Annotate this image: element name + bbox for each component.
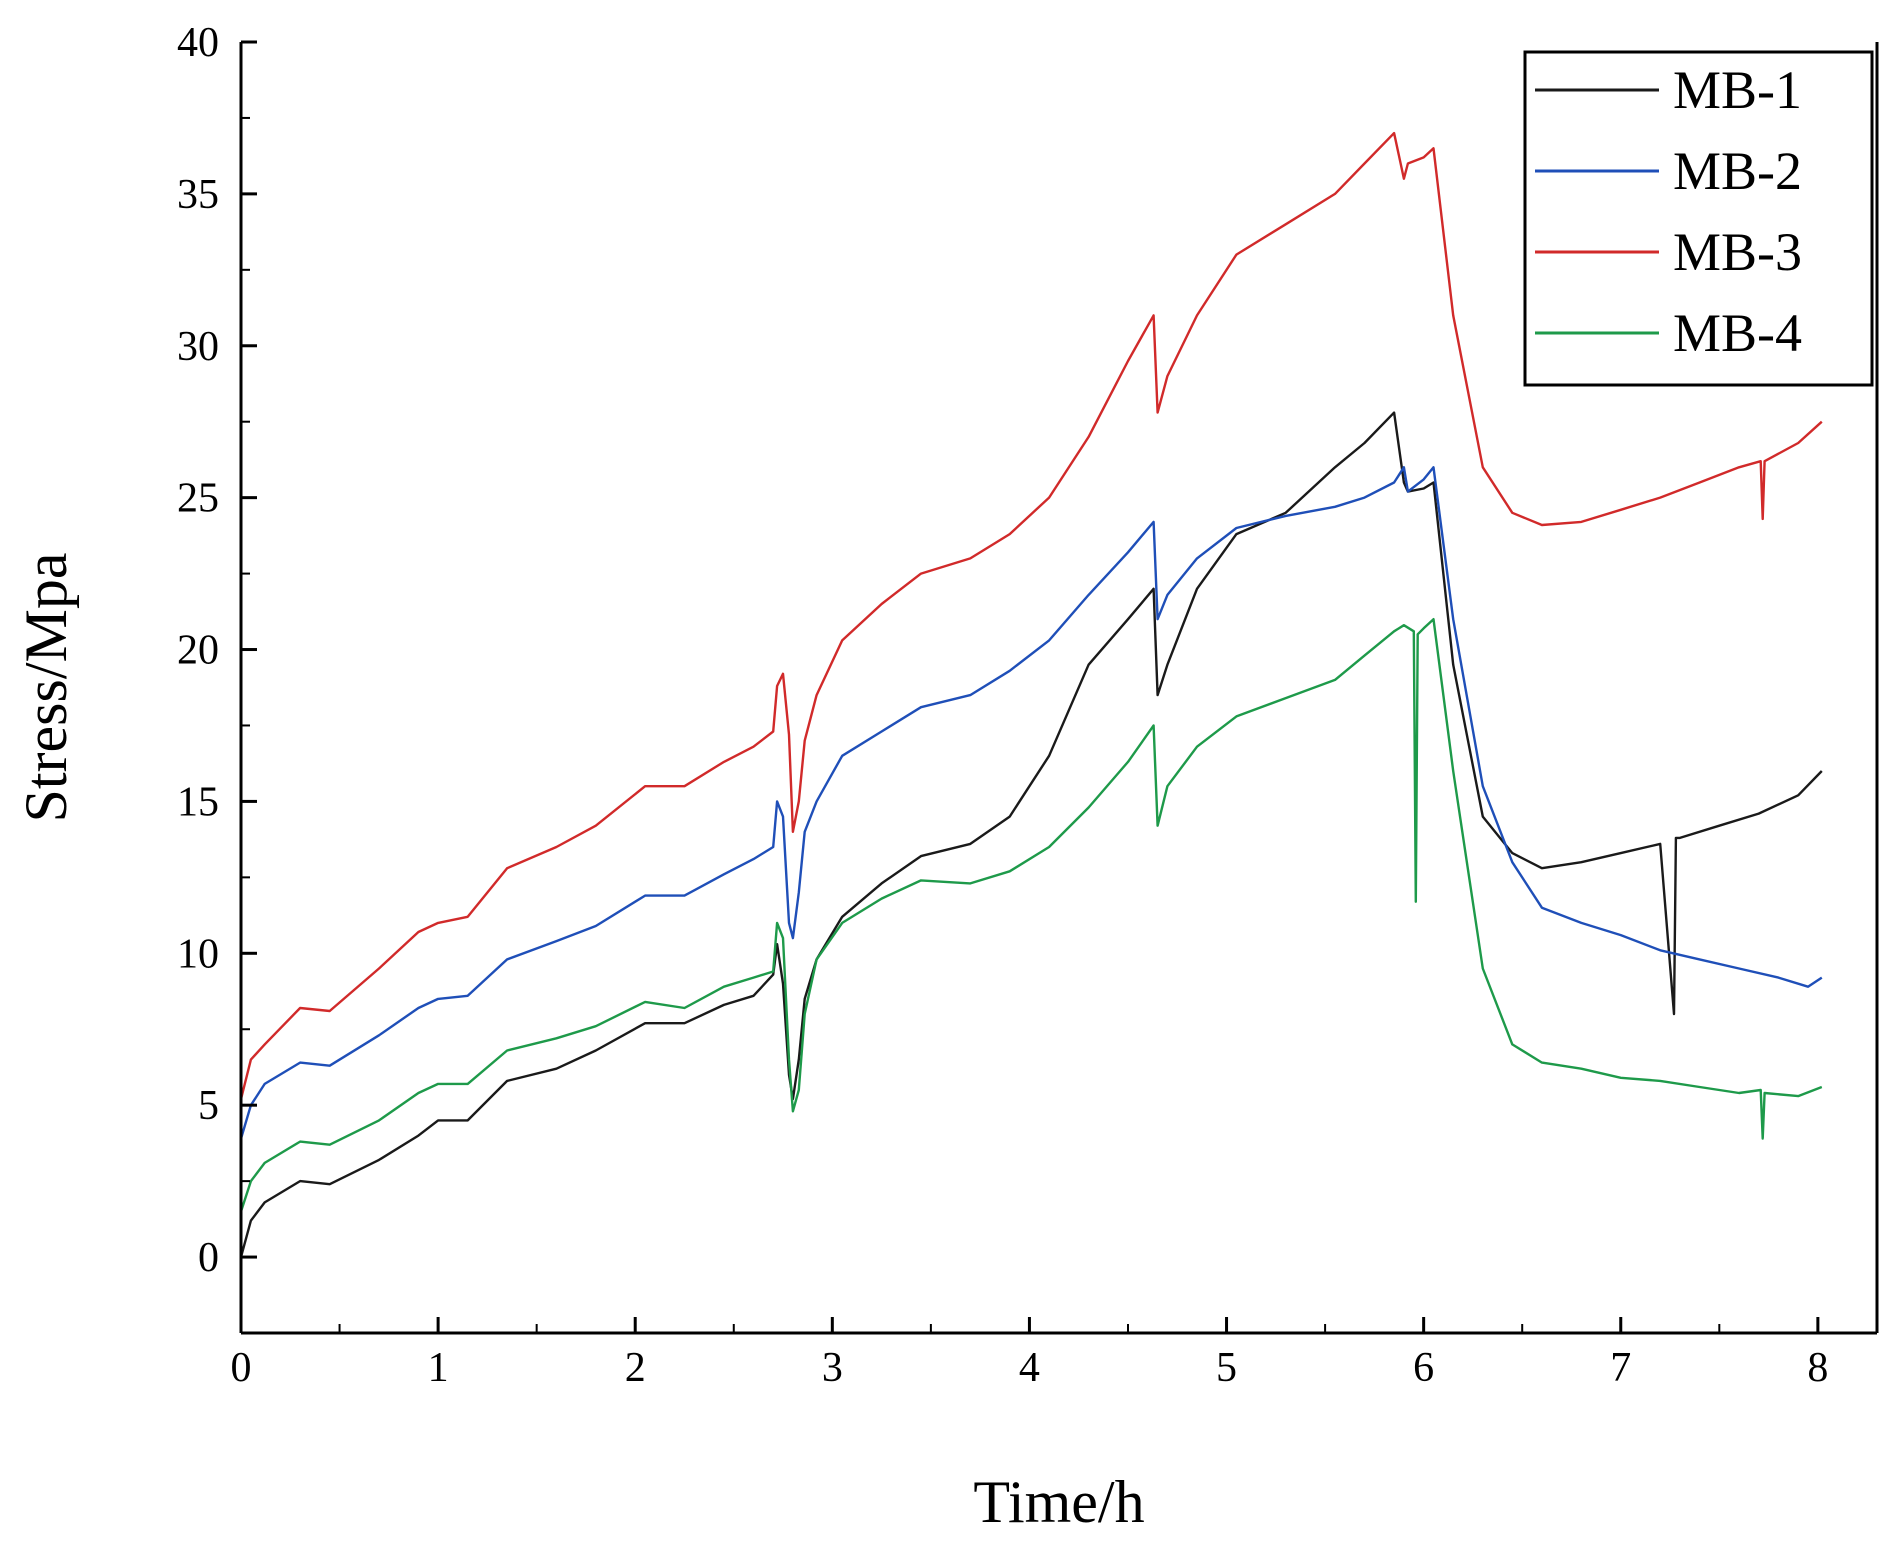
x-axis-label: Time/h [973,1469,1144,1535]
axes-layer: 0 1 2 3 4 5 6 7 8 0 5 10 15 20 25 30 35 40 [177,20,1879,1391]
x-tick-label: 1 [428,1345,449,1391]
y-tick-label: 30 [177,324,219,370]
legend-label-mb-1: MB-1 [1673,60,1802,120]
x-tick-label: 7 [1610,1345,1631,1391]
x-tick-label: 2 [625,1345,646,1391]
y-tick-label: 35 [177,172,219,218]
y-tick-label: 40 [177,20,219,66]
x-tick-label: 3 [822,1345,843,1391]
series-layer [239,131,1823,1258]
legend: MB-1 MB-2 MB-3 MB-4 [1523,50,1874,387]
y-tick-label: 5 [198,1083,219,1129]
x-tick-label: 0 [231,1345,252,1391]
legend-box [1523,50,1874,387]
y-tick-label: 15 [177,779,219,825]
y-tick-label: 20 [177,628,219,674]
y-tick-label: 25 [177,476,219,522]
series-line-mb-4 [239,618,1823,1212]
series-line-mb-1 [239,411,1823,1258]
x-tick-label: 6 [1413,1345,1434,1391]
y-tick-label: 0 [198,1235,219,1281]
legend-label-mb-3: MB-3 [1673,222,1802,282]
legend-label-mb-2: MB-2 [1673,141,1802,201]
x-tick-label: 5 [1216,1345,1237,1391]
y-axis-label: Stress/Mpa [13,553,79,823]
y-tick-label: 10 [177,931,219,977]
x-tick-label: 4 [1019,1345,1040,1391]
legend-label-mb-4: MB-4 [1673,303,1802,363]
series-line-mb-3 [239,131,1823,1100]
x-tick-label: 8 [1807,1345,1828,1391]
series-line-mb-2 [239,466,1823,1139]
